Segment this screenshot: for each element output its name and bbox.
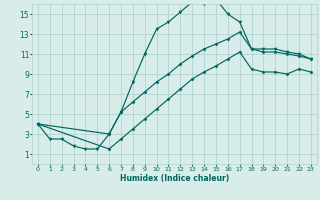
- X-axis label: Humidex (Indice chaleur): Humidex (Indice chaleur): [120, 174, 229, 183]
